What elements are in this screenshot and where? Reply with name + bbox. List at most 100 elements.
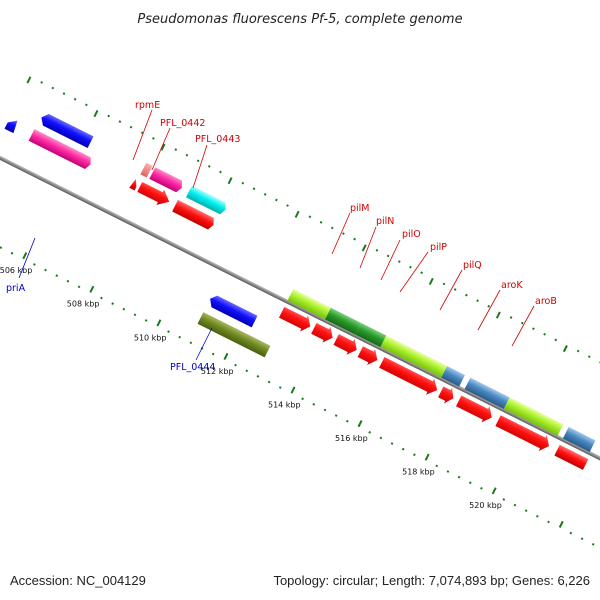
minor-tick bbox=[55, 274, 59, 277]
label-pria: priA bbox=[6, 283, 26, 294]
feature-green-pilo bbox=[355, 323, 387, 348]
minor-tick bbox=[319, 221, 323, 224]
callout-line-arok bbox=[477, 289, 501, 331]
minor-tick bbox=[85, 103, 88, 107]
kbp-label: 516 kbp bbox=[335, 434, 368, 443]
minor-tick bbox=[323, 408, 327, 412]
label-arok: aroK bbox=[501, 280, 523, 291]
kbp-label: 514 kbp bbox=[268, 400, 301, 409]
minor-tick bbox=[386, 254, 390, 258]
callout-line-pria bbox=[18, 237, 36, 279]
minor-tick bbox=[62, 92, 66, 95]
minor-tick bbox=[435, 464, 439, 468]
feature-cyan-pfl0443 bbox=[186, 185, 226, 215]
callout-line-arob bbox=[511, 305, 535, 347]
major-tick bbox=[562, 345, 568, 353]
minor-tick bbox=[476, 299, 479, 303]
genome-summary-text: Topology: circular; Length: 7,074,893 bp… bbox=[273, 573, 590, 588]
label-piln: pilN bbox=[376, 216, 394, 227]
accession-text: Accession: NC_004129 bbox=[10, 573, 146, 588]
major-tick bbox=[227, 177, 233, 185]
cds-red-arok bbox=[456, 395, 492, 423]
minor-tick bbox=[252, 187, 256, 191]
minor-tick bbox=[44, 268, 47, 272]
feature-blue-pfl0444 bbox=[210, 295, 258, 328]
minor-tick bbox=[189, 341, 193, 345]
kbp-label: 508 kbp bbox=[67, 300, 100, 309]
callout-line-pilp bbox=[399, 251, 429, 293]
label-pilm: pilM bbox=[350, 203, 370, 214]
minor-tick bbox=[453, 288, 457, 291]
map-title: Pseudomonas fluorescens Pf-5, complete g… bbox=[137, 12, 462, 27]
major-tick bbox=[361, 244, 367, 252]
minor-tick bbox=[409, 265, 412, 269]
minor-tick bbox=[267, 380, 271, 384]
feature-pink-pria bbox=[28, 129, 91, 169]
label-pfl0444: PFL_0444 bbox=[170, 362, 215, 373]
gene-callouts: rpmE PFL_0442 PFL_0443 pilM pilN pilO pi… bbox=[6, 100, 557, 373]
minor-tick bbox=[390, 442, 394, 445]
callout-line-pilo bbox=[380, 239, 401, 281]
minor-tick bbox=[207, 165, 211, 168]
minor-tick bbox=[413, 453, 416, 457]
kbp-label: 520 kbp bbox=[469, 501, 502, 510]
label-pilo: pilO bbox=[402, 229, 421, 240]
minor-tick bbox=[278, 386, 282, 389]
minor-tick bbox=[465, 293, 468, 297]
cds-red-pilq bbox=[438, 386, 454, 404]
kbp-labels: 506 kbp 508 kbp 510 kbp 512 kbp 514 kbp 516 k… bbox=[0, 266, 502, 510]
kbp-label: 506 kbp bbox=[0, 266, 32, 275]
minor-tick bbox=[100, 296, 103, 300]
minor-tick bbox=[133, 313, 137, 317]
cds-red-arob bbox=[495, 415, 550, 452]
callout-line-pilm bbox=[331, 212, 351, 255]
cds-red-edge-right bbox=[554, 444, 589, 470]
cds-red-small-left bbox=[129, 178, 137, 191]
label-pilq: pilQ bbox=[463, 260, 482, 271]
minor-tick bbox=[587, 355, 591, 359]
major-tick bbox=[290, 386, 296, 394]
cds-red-pilp-small bbox=[357, 346, 378, 366]
minor-tick bbox=[554, 338, 558, 342]
major-tick bbox=[223, 352, 229, 361]
cds-red-pilo bbox=[333, 334, 357, 355]
minor-tick bbox=[401, 447, 405, 451]
minor-tick bbox=[111, 302, 114, 305]
minor-tick bbox=[77, 285, 81, 289]
minor-tick bbox=[152, 137, 155, 140]
minor-tick bbox=[330, 226, 334, 230]
major-tick bbox=[294, 210, 300, 218]
major-tick bbox=[491, 487, 497, 495]
feature-pink-rpme bbox=[149, 167, 183, 193]
minor-tick bbox=[397, 260, 401, 263]
genome-track: 506 kbp 508 kbp 510 kbp 512 kbp 514 kbp 516 k… bbox=[0, 76, 600, 546]
minor-tick bbox=[178, 335, 182, 339]
minor-tick bbox=[520, 321, 524, 325]
outer-tick-ring bbox=[26, 76, 600, 364]
feature-blue-edge-left bbox=[4, 120, 18, 134]
minor-tick bbox=[457, 475, 461, 479]
minor-tick bbox=[51, 86, 55, 90]
kbp-label: 512 kbp bbox=[201, 367, 234, 376]
feature-pfl0442-small bbox=[140, 162, 153, 178]
feature-green-piln bbox=[325, 307, 362, 335]
feature-blue-pria-upper bbox=[41, 113, 94, 148]
kbp-label: 518 kbp bbox=[402, 468, 435, 477]
minor-tick bbox=[513, 503, 517, 507]
minor-tick bbox=[420, 271, 423, 275]
minor-tick bbox=[167, 330, 170, 333]
cds-red-pilp bbox=[379, 357, 438, 395]
minor-tick bbox=[10, 251, 14, 255]
major-tick bbox=[357, 420, 363, 428]
minor-tick bbox=[107, 114, 111, 118]
label-pilp: pilP bbox=[430, 242, 447, 253]
minor-tick bbox=[174, 148, 178, 151]
minor-tick bbox=[509, 316, 513, 319]
inner-tick-ring bbox=[0, 246, 595, 546]
major-tick bbox=[156, 319, 162, 327]
minor-tick bbox=[480, 486, 483, 490]
callout-line-pilq bbox=[439, 269, 463, 311]
minor-tick bbox=[345, 419, 349, 423]
label-rpme: rpmE bbox=[135, 100, 160, 111]
minor-tick bbox=[342, 232, 345, 235]
